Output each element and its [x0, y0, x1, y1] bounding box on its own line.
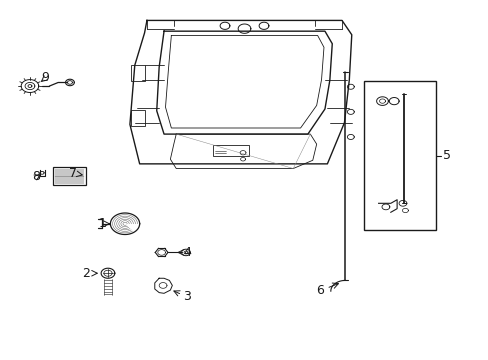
Bar [212, 145, 249, 156]
Bar [131, 110, 144, 126]
Text: 4: 4 [183, 246, 190, 259]
Text: 8: 8 [32, 170, 40, 183]
Text: 1: 1 [98, 217, 106, 230]
Text: 2: 2 [82, 267, 90, 280]
Text: 6: 6 [316, 284, 324, 297]
Bar [131, 65, 144, 81]
Bar [53, 167, 86, 185]
Text: 9: 9 [41, 71, 49, 84]
Bar [363, 81, 435, 230]
Text: 3: 3 [183, 290, 190, 303]
Text: 7: 7 [69, 167, 77, 180]
Text: 5: 5 [443, 149, 450, 162]
